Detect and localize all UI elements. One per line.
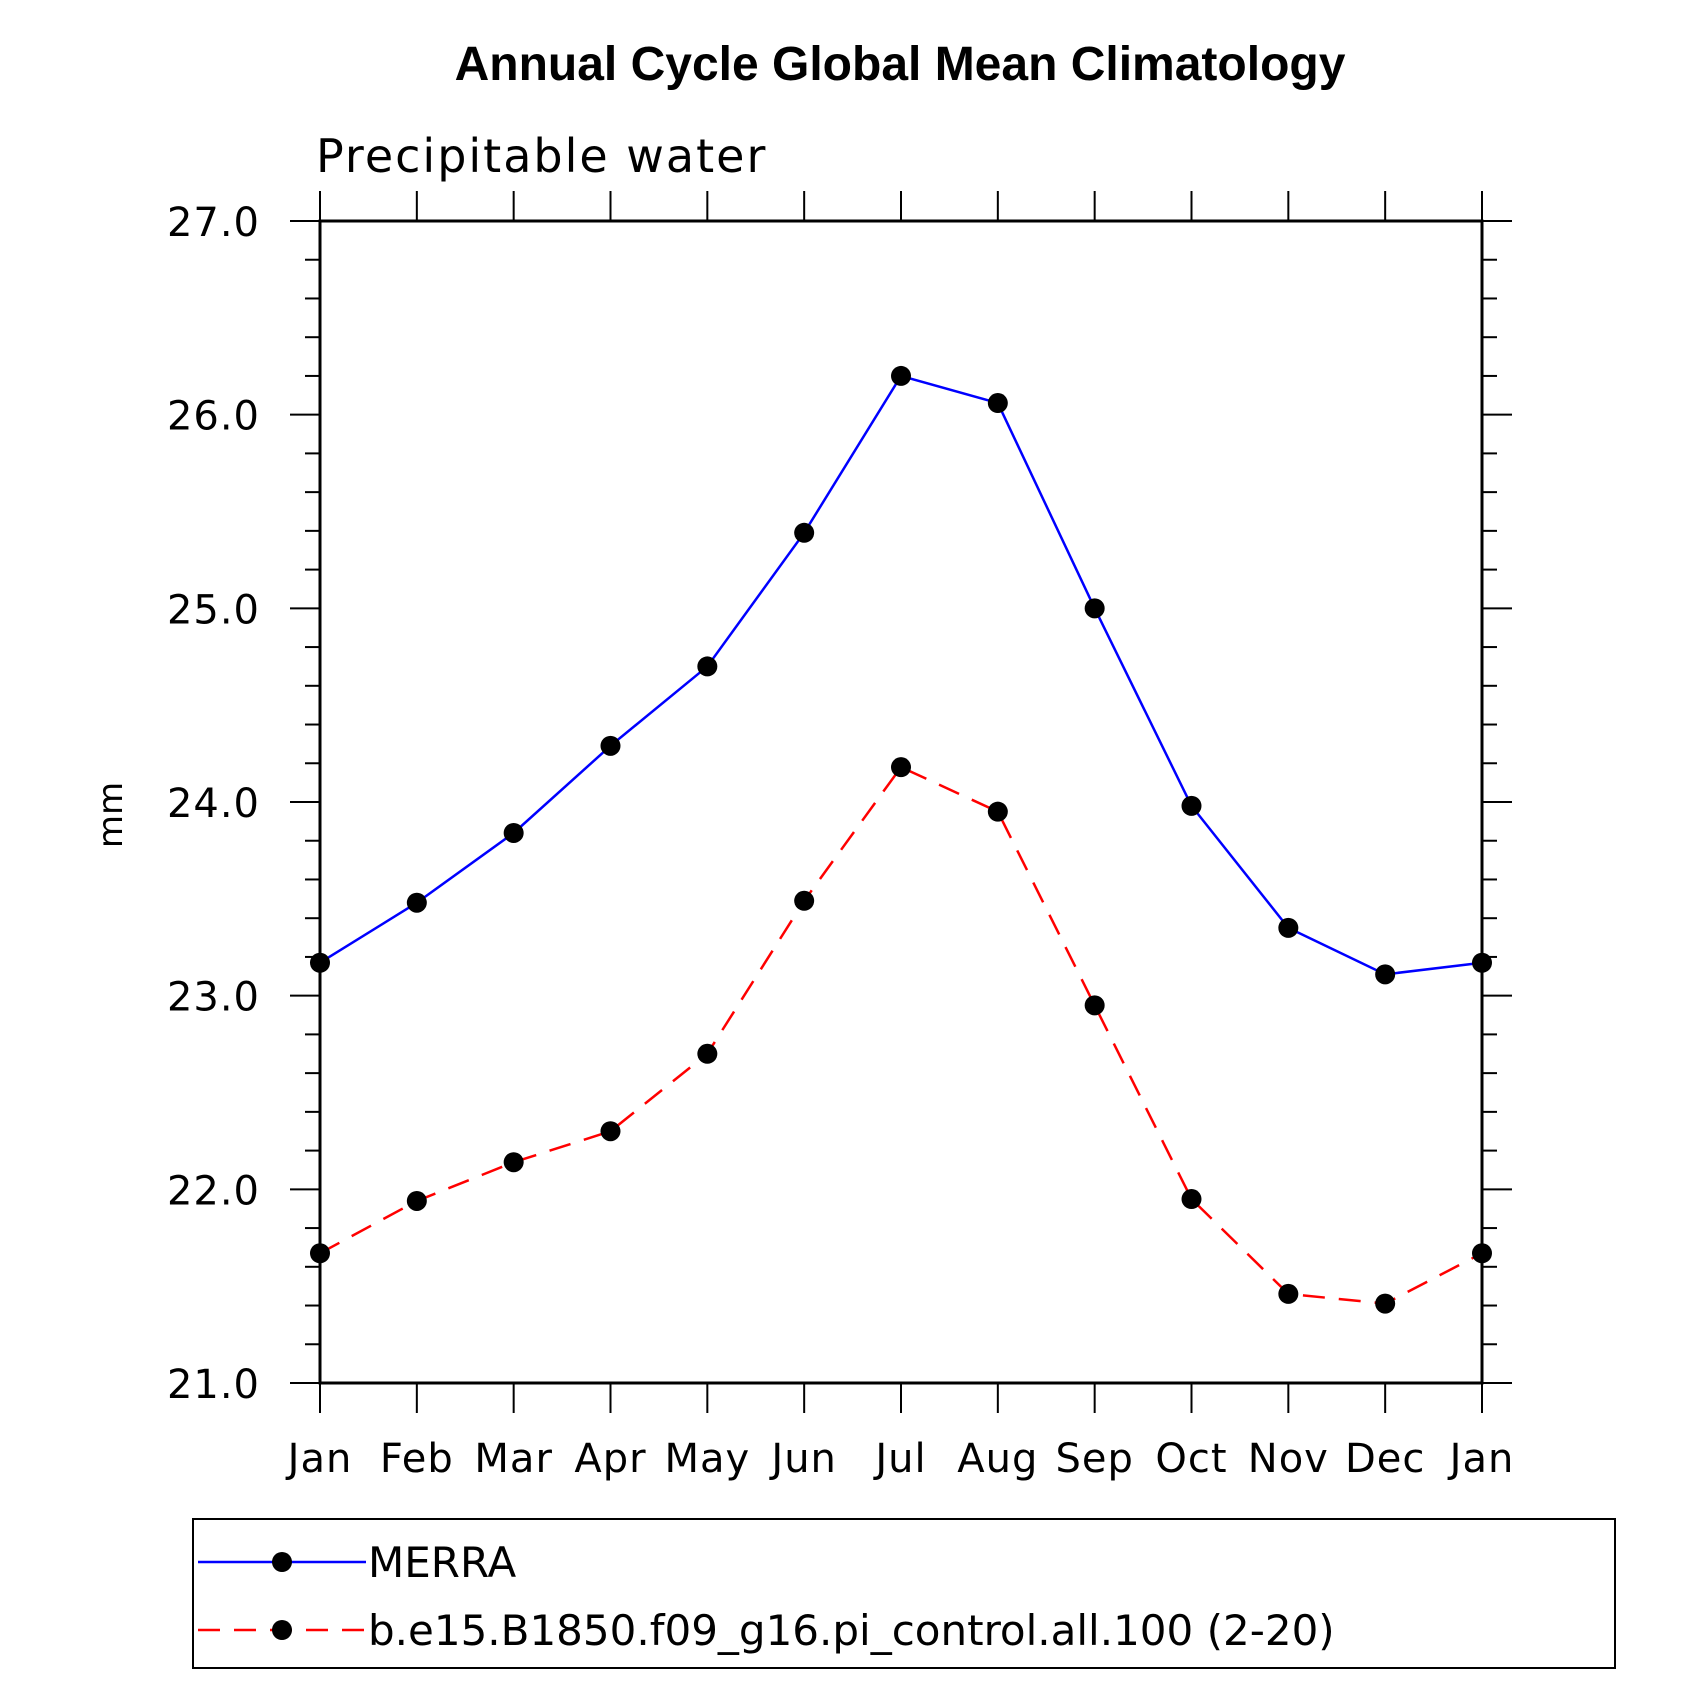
x-tick-label: Jan: [285, 1436, 353, 1482]
series-2-point: [1375, 1293, 1396, 1314]
series-2-point: [406, 1190, 427, 1211]
y-tick-label: 26.0: [167, 394, 260, 440]
series-1-point: [600, 735, 621, 756]
y-tick-label: 25.0: [167, 587, 260, 633]
x-tick-label: Aug: [957, 1436, 1038, 1482]
x-tick-label: Jan: [1447, 1436, 1515, 1482]
legend-label-2: b.e15.B1850.f09_g16.pi_control.all.100 (…: [368, 1606, 1335, 1655]
series-2-point: [794, 890, 815, 911]
series-line-1: [319, 374, 1483, 976]
x-tick-label: Apr: [574, 1436, 646, 1482]
series-1-point: [794, 522, 815, 543]
plot-frame: [318, 219, 1484, 1385]
y-tick-label: 24.0: [167, 781, 260, 827]
series-2-point: [600, 1121, 621, 1142]
series-2-point: [1084, 995, 1105, 1016]
x-tick-label: Oct: [1155, 1436, 1227, 1482]
series-1-point: [1375, 964, 1396, 985]
series-1-point: [1472, 952, 1492, 973]
y-tick-label: 21.0: [167, 1362, 260, 1408]
x-tick-label: Jul: [872, 1436, 926, 1482]
x-tick-label: Jun: [768, 1436, 837, 1482]
y-axis-label: mm: [91, 782, 131, 848]
series-2-point: [987, 801, 1008, 822]
y-tick-label: 23.0: [167, 975, 260, 1021]
series-1-point: [503, 822, 524, 843]
x-tick-label: Feb: [380, 1436, 454, 1482]
legend-marker-2: [272, 1620, 292, 1640]
series-1-point: [1278, 917, 1299, 938]
series-1-point: [1084, 598, 1105, 619]
x-tick-label: Nov: [1248, 1436, 1329, 1482]
chart-title: Annual Cycle Global Mean Climatology: [455, 38, 1346, 91]
series-1-point: [697, 656, 718, 677]
series-2-point: [1181, 1189, 1202, 1210]
legend-label-1: MERRA: [368, 1538, 516, 1587]
series-1-point: [891, 365, 911, 386]
legend-box: [192, 1518, 1616, 1669]
x-tick-label: May: [664, 1436, 750, 1482]
y-tick-label: 22.0: [167, 1168, 260, 1214]
x-tick-label: Mar: [474, 1436, 552, 1482]
series-layer: [310, 365, 1492, 1314]
series-1-point: [406, 892, 427, 913]
series-1-point: [1181, 795, 1202, 816]
series-1-point: [310, 952, 330, 973]
chart-subtitle: Precipitable water: [316, 129, 767, 183]
series-2-point: [1278, 1283, 1299, 1304]
x-tick-label: Sep: [1055, 1436, 1133, 1482]
legend-marker-1: [272, 1552, 292, 1572]
axes: 21.0 22.0 23.0 24.0 25.0 26.0 27.0 Jan Feb Mar Apr…: [167, 191, 1515, 1482]
series-2-point: [1472, 1243, 1492, 1264]
series-1-point: [987, 393, 1008, 414]
series-2-point: [310, 1243, 330, 1264]
series-2-point: [697, 1043, 718, 1064]
legend: MERRA b.e15.B1850.f09_g16.pi_control.all.…: [192, 1518, 1616, 1669]
y-tick-label: 27.0: [167, 200, 260, 246]
x-tick-label: Dec: [1345, 1436, 1425, 1482]
series-2-point: [503, 1152, 524, 1173]
series-2-point: [891, 757, 911, 778]
